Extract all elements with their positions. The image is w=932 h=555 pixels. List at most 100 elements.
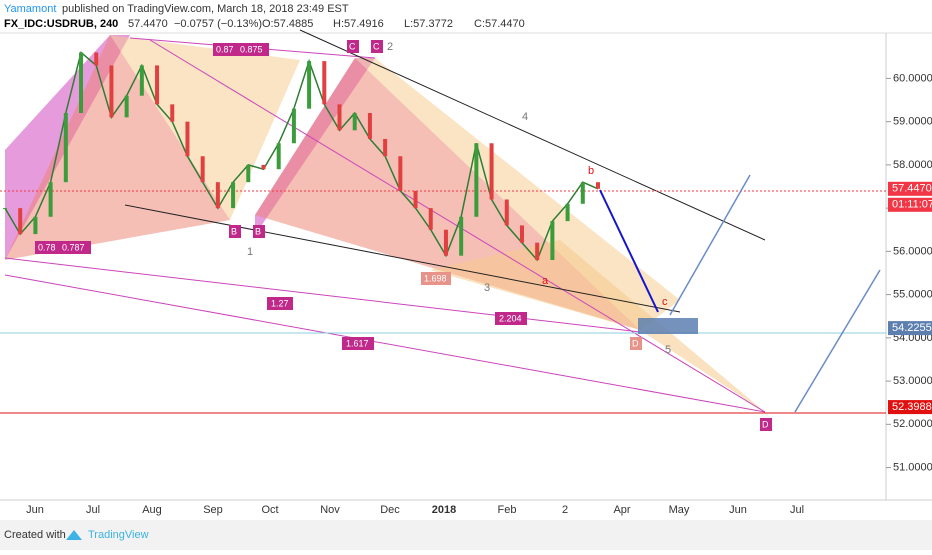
wave-label: 2 (387, 41, 393, 53)
candle (33, 216, 38, 235)
candle (48, 182, 53, 217)
candle (474, 143, 479, 217)
label-box (371, 40, 383, 53)
arrow (794, 269, 881, 413)
candle (367, 112, 372, 139)
annotation: 0.78 (38, 242, 56, 252)
y-tick-label: 58.0000 (893, 159, 932, 171)
candle (428, 208, 433, 230)
price-tag (888, 181, 932, 196)
annotation: C (373, 41, 380, 51)
label-box (421, 272, 451, 285)
wave-label: 1 (247, 246, 253, 258)
candle (246, 164, 251, 183)
x-tick-label: Feb (498, 504, 517, 516)
trendline (299, 29, 766, 241)
fib-line (4, 274, 766, 413)
x-tick-label: Sep (203, 504, 223, 516)
triangle (5, 35, 230, 260)
price-tag-label: 57.4470 (892, 183, 932, 195)
x-tick-label: Oct (261, 504, 278, 516)
candle (443, 229, 448, 256)
annotation: 2.204 (499, 313, 522, 323)
label-box (253, 225, 265, 238)
label-box (229, 225, 241, 238)
candle (596, 182, 600, 189)
candle (94, 52, 99, 66)
open: O:57.4885 (262, 18, 313, 30)
candle (459, 216, 464, 256)
candle (276, 143, 281, 170)
x-tick-label: Jun (26, 504, 44, 516)
x-tick-label: Jul (790, 504, 804, 516)
wave-label: 4 (522, 111, 528, 123)
wave-label: a (542, 275, 549, 287)
y-tick-label: 59.0000 (893, 116, 932, 128)
x-tick-label: May (669, 504, 690, 516)
annotation: 1.617 (346, 338, 369, 348)
countdown-tag (888, 197, 932, 212)
fib-line (4, 257, 641, 333)
y-tick-label: 56.0000 (893, 245, 932, 257)
annotations: 0.87 0.875 C C 2 B B 1 0.78 0.787 4 b a … (35, 40, 772, 431)
arrow (669, 174, 751, 316)
author: Yamamont (4, 3, 56, 15)
label-box (760, 418, 772, 431)
triangle (430, 240, 765, 412)
label-box (342, 337, 374, 350)
candle (307, 61, 312, 109)
symbol: FX_IDC:USDRUB, 240 (4, 18, 118, 30)
annotation: D (632, 338, 639, 348)
last: 57.4470 (128, 18, 168, 30)
candle (580, 182, 585, 204)
x-tick-label: Apr (613, 504, 630, 516)
candle (504, 199, 509, 226)
candle (398, 156, 403, 191)
candle (322, 61, 327, 105)
change: −0.0757 (−0.13%) (174, 18, 262, 30)
countdown: 01:11:07 (892, 199, 932, 211)
wave-label: 5 (665, 344, 671, 356)
wave-label: 3 (484, 282, 490, 294)
label-box (213, 43, 269, 56)
candle (139, 65, 144, 96)
price-tag (888, 400, 932, 415)
y-tick-label: 60.0000 (893, 72, 932, 84)
candle (63, 112, 68, 183)
x-tick-label: Aug (142, 504, 162, 516)
candle (489, 143, 494, 200)
wave-label: b (588, 165, 594, 177)
x-tick-label: Nov (320, 504, 340, 516)
arrow (599, 189, 659, 313)
candle (79, 52, 84, 113)
candle (231, 182, 236, 209)
candle (550, 221, 555, 261)
label-box (267, 297, 293, 310)
low: L:57.3772 (404, 18, 453, 30)
annotation: 0.787 (62, 242, 85, 252)
footer-brand[interactable]: TradingView (88, 529, 149, 541)
candle (109, 65, 114, 118)
candle (337, 104, 342, 131)
triangle (355, 58, 680, 330)
annotation: 0.87 (216, 44, 234, 54)
candle (291, 108, 296, 144)
price-tag-label: 52.3988 (892, 401, 932, 413)
target-box (638, 318, 698, 334)
candle (519, 225, 524, 243)
annotation: B (231, 226, 237, 236)
x-tick-label: 2018 (432, 504, 456, 516)
candle (413, 190, 418, 209)
y-tick-label: 53.0000 (893, 375, 932, 387)
x-tick-label: Dec (380, 504, 400, 516)
candle (565, 203, 570, 222)
wave-label: c (662, 296, 668, 308)
annotation: 1.698 (424, 273, 447, 283)
candle (170, 104, 175, 122)
x-tick-label: Jul (86, 504, 100, 516)
candle (155, 65, 160, 105)
annotation: B (255, 226, 261, 236)
x-tick-label: Jun (729, 504, 747, 516)
candle (535, 242, 540, 261)
price-tag-label: 54.2255 (892, 322, 932, 334)
